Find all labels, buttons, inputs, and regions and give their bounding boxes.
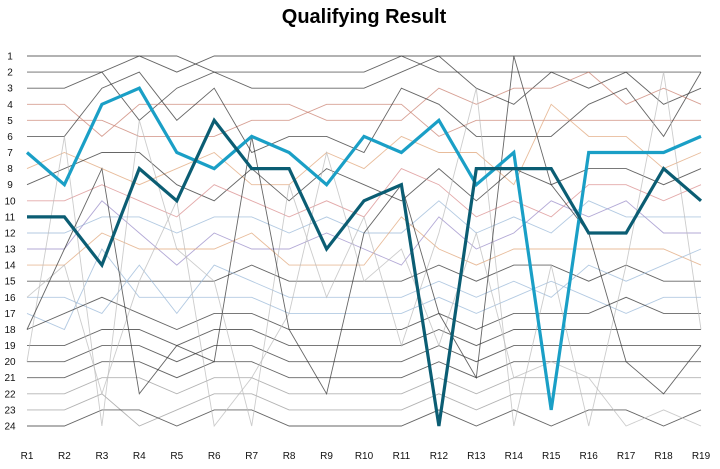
x-tick-label: R17	[617, 451, 636, 462]
background-series-line	[26, 248, 701, 331]
y-tick-label: 10	[4, 196, 16, 207]
background-series-line	[27, 55, 701, 73]
y-tick-label: 9	[7, 180, 13, 191]
x-tick-label: R2	[58, 451, 71, 462]
x-tick-label: R12	[430, 451, 449, 462]
y-tick-label: 6	[7, 132, 13, 143]
y-tick-label: 21	[4, 373, 16, 384]
background-series-line	[27, 377, 701, 395]
y-tick-label: 22	[4, 389, 16, 400]
x-tick-label: R4	[133, 451, 146, 462]
x-axis-ticks: R1 R2 R3 R4 R5 R6 R7 R8 R9 R10 R11 R12 R13 R14 R15 R16 R…	[21, 451, 711, 462]
y-tick-label: 23	[4, 405, 16, 416]
y-tick-label: 7	[7, 148, 13, 159]
background-series-line	[27, 345, 701, 363]
x-tick-label: R16	[579, 451, 598, 462]
y-tick-label: 20	[4, 357, 16, 368]
x-tick-label: R14	[505, 451, 524, 462]
background-series-line	[27, 409, 702, 427]
y-tick-label: 11	[5, 212, 16, 223]
background-series-line	[27, 71, 702, 137]
chart-title: Qualifying Result	[282, 6, 447, 28]
x-tick-label: R1	[21, 451, 34, 462]
y-tick-label: 8	[7, 164, 13, 175]
x-tick-label: R5	[170, 451, 183, 462]
background-series-line	[27, 216, 702, 266]
y-tick-label: 18	[4, 325, 16, 336]
x-tick-label: R3	[95, 451, 108, 462]
x-tick-label: R18	[654, 451, 673, 462]
background-series-line	[27, 248, 702, 315]
highlighted-series-line	[27, 117, 703, 427]
x-tick-label: R9	[320, 451, 333, 462]
y-tick-label: 3	[7, 84, 13, 95]
background-series-line	[27, 55, 702, 121]
x-tick-label: R13	[467, 451, 486, 462]
x-tick-label: R15	[542, 451, 561, 462]
background-series-line	[27, 329, 701, 347]
y-tick-label: 24	[4, 422, 16, 433]
background-series-line	[26, 296, 701, 330]
x-tick-label: R7	[245, 451, 258, 462]
background-series-line	[27, 71, 702, 154]
y-tick-label: 5	[7, 116, 13, 127]
background-series-line	[26, 150, 702, 428]
y-tick-label: 12	[4, 228, 16, 239]
y-tick-label: 2	[7, 68, 13, 79]
x-tick-label: R10	[355, 451, 374, 462]
x-tick-label: R8	[283, 451, 296, 462]
y-tick-label: 17	[4, 309, 16, 320]
y-tick-label: 1	[7, 52, 13, 63]
highlighted-series-line	[25, 86, 702, 411]
background-series-line	[27, 200, 701, 266]
y-tick-label: 14	[4, 261, 16, 272]
x-tick-label: R11	[393, 451, 411, 462]
background-series-line	[26, 152, 702, 202]
background-series-line	[26, 72, 702, 427]
background-series-line	[26, 103, 702, 186]
highlighted-series-group	[25, 86, 703, 427]
background-series-line	[27, 55, 701, 73]
background-series-group	[26, 55, 702, 428]
background-series-line	[26, 55, 702, 396]
y-tick-label: 4	[7, 100, 13, 111]
x-tick-label: R6	[208, 451, 221, 462]
y-tick-label: 19	[4, 341, 16, 352]
x-tick-label: R19	[692, 451, 711, 462]
y-tick-label: 16	[4, 293, 16, 304]
background-series-line	[27, 103, 701, 137]
background-series-line	[27, 361, 701, 379]
y-tick-label: 13	[4, 245, 16, 256]
background-series-line	[27, 393, 701, 427]
y-tick-label: 15	[4, 277, 16, 288]
